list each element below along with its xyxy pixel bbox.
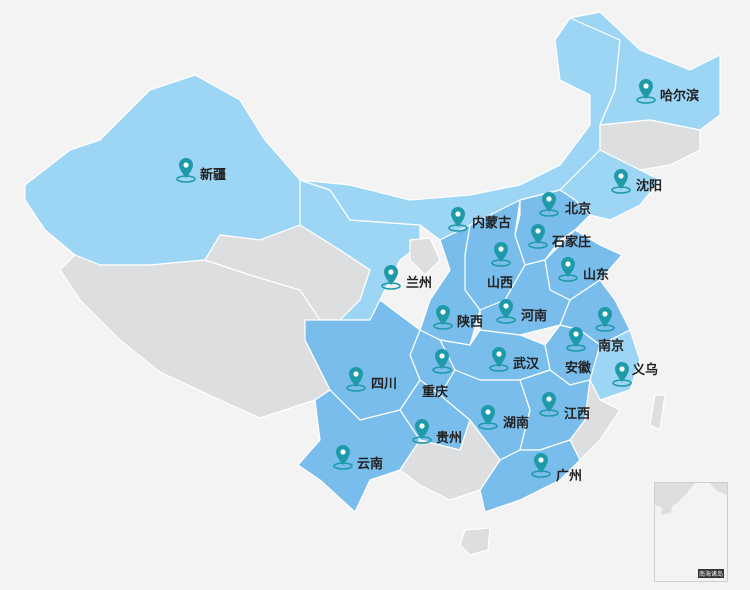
marker-label[interactable]: 陕西 [457,315,484,330]
province-ningxia[interactable] [409,237,441,276]
map-pin-icon[interactable] [432,348,452,374]
province-taiwan[interactable] [649,394,666,431]
marker-label[interactable]: 安徽 [565,361,592,376]
inset-label: 南海诸岛 [697,569,724,578]
province-yunnan[interactable] [297,389,421,513]
map-pin-icon[interactable] [539,391,559,417]
south-china-sea-inset: 南海诸岛 [654,482,728,582]
map-pin-icon[interactable] [448,206,468,232]
map-pin-icon[interactable] [346,366,366,392]
marker-label[interactable]: 沈阳 [636,179,663,194]
province-guangdong[interactable] [479,439,581,513]
map-pin-icon[interactable] [595,306,615,332]
marker-label[interactable]: 山东 [583,268,610,283]
marker-label[interactable]: 新疆 [200,168,227,183]
marker-label[interactable]: 兰州 [406,276,433,291]
marker-label[interactable]: 云南 [357,457,384,472]
province-hebei[interactable] [514,189,591,266]
marker-label[interactable]: 义乌 [632,363,659,378]
map-pin-icon[interactable] [636,78,656,104]
map-pin-icon[interactable] [433,304,453,330]
map-pin-icon[interactable] [381,264,401,290]
marker-label[interactable]: 江西 [564,407,591,422]
map-pin-icon[interactable] [531,452,551,478]
map-pin-icon[interactable] [489,346,509,372]
province-fujian[interactable] [569,379,621,461]
marker-label[interactable]: 北京 [565,202,592,217]
province-sichuan[interactable] [304,299,421,421]
marker-label[interactable]: 广州 [556,469,583,484]
map-pin-icon[interactable] [412,418,432,444]
province-xinjiang[interactable] [24,74,301,266]
marker-label[interactable]: 贵州 [436,431,463,446]
marker-label[interactable]: 武汉 [513,357,540,372]
map-pin-icon[interactable] [478,404,498,430]
map-pin-icon[interactable] [496,298,516,324]
map-pin-icon[interactable] [612,361,632,387]
marker-label[interactable]: 河南 [521,309,548,324]
map-pin-icon[interactable] [333,444,353,470]
map-pin-icon[interactable] [566,326,586,352]
province-guangxi[interactable] [399,419,501,501]
map-pin-icon[interactable] [558,256,578,282]
marker-label[interactable]: 四川 [371,377,398,392]
marker-label[interactable]: 南京 [598,339,625,354]
marker-label[interactable]: 重庆 [422,385,449,400]
marker-label[interactable]: 山西 [487,276,514,291]
province-heilongjiang[interactable] [569,11,721,131]
marker-label[interactable]: 湖南 [503,416,530,431]
marker-label[interactable]: 石家庄 [552,235,592,250]
inset-islands [655,483,727,515]
map-pin-icon[interactable] [176,157,196,183]
marker-label[interactable]: 内蒙古 [472,216,512,231]
map-pin-icon[interactable] [539,191,559,217]
map-pin-icon[interactable] [528,223,548,249]
map-pin-icon[interactable] [491,241,511,267]
map-pin-icon[interactable] [611,168,631,194]
marker-label[interactable]: 哈尔滨 [660,89,700,104]
province-hainan[interactable] [459,527,491,556]
